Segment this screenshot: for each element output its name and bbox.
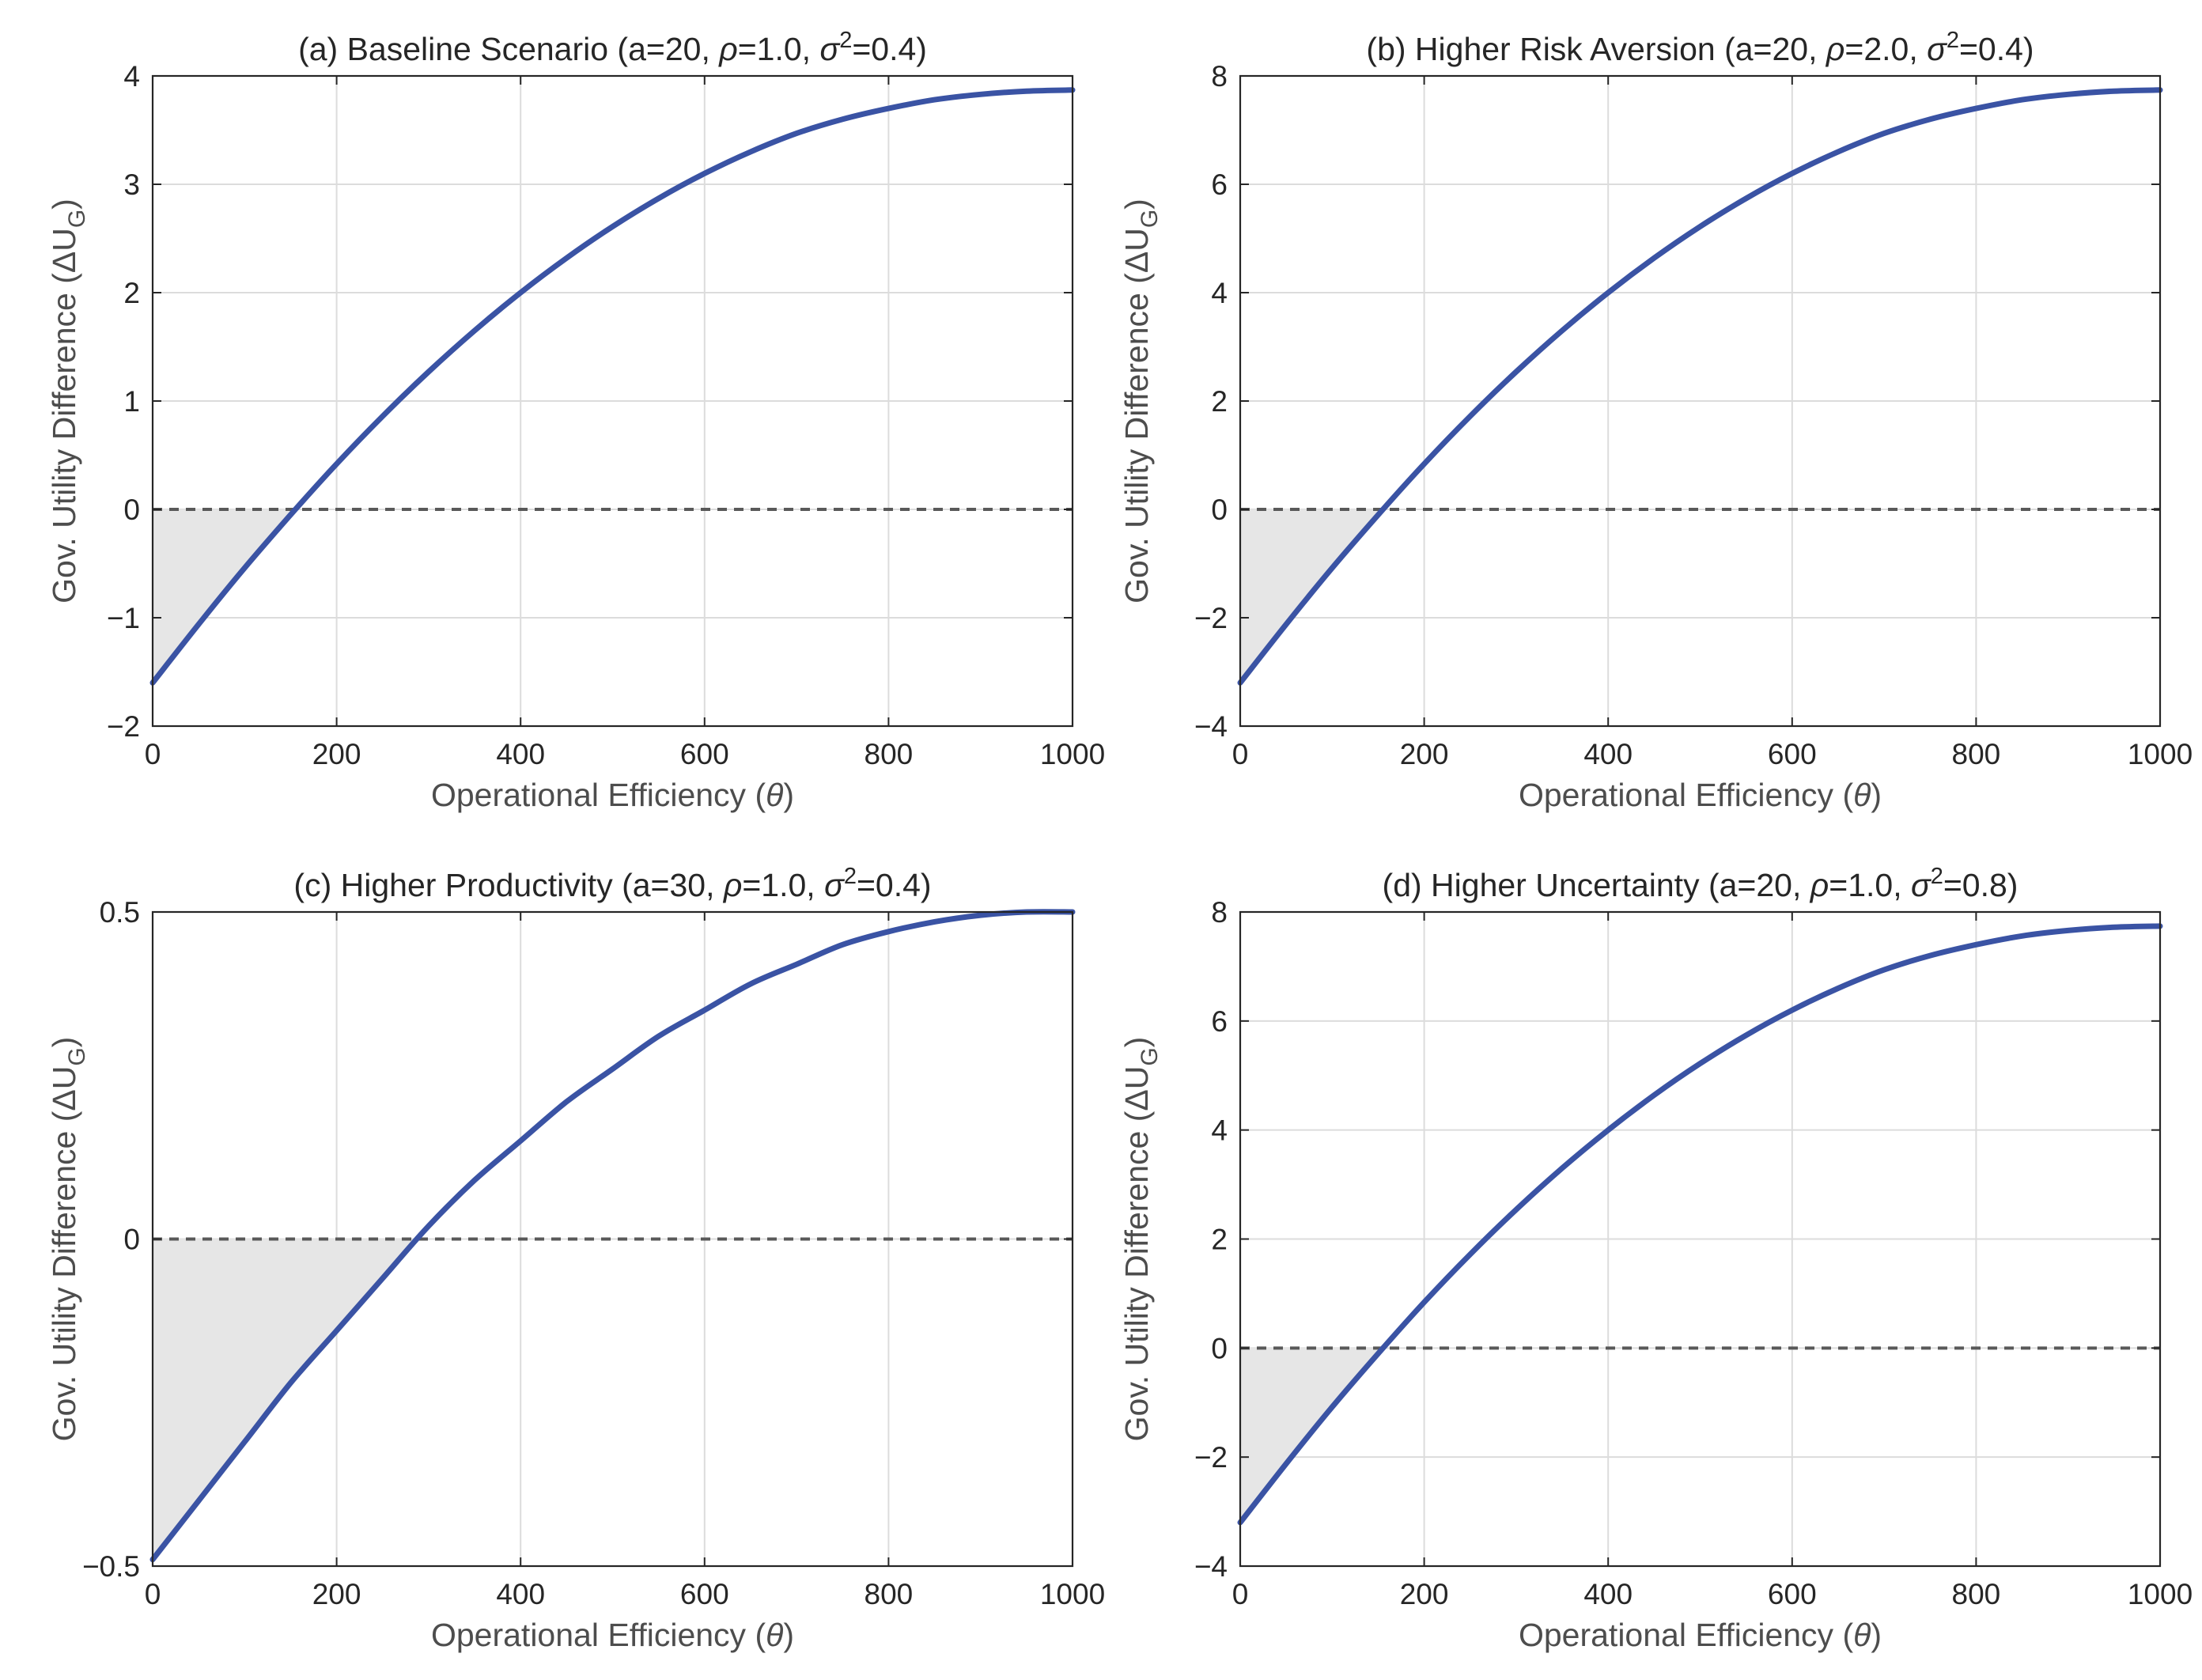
y-tick-label-b: 6 (1211, 168, 1228, 201)
x-tick-label-b: 200 (1400, 738, 1449, 770)
x-tick-label-b: 600 (1768, 738, 1817, 770)
subplot-title-c: (c) Higher Productivity (a=30, ρ=1.0, σ2… (293, 864, 931, 903)
subplot-title-a: (a) Baseline Scenario (a=20, ρ=1.0, σ2=0… (298, 28, 927, 67)
x-tick-label-b: 0 (1232, 738, 1249, 770)
y-tick-label-a: 4 (123, 60, 140, 93)
y-tick-label-d: 0 (1211, 1332, 1228, 1364)
x-axis-label-a: Operational Efficiency (θ) (431, 777, 794, 813)
x-tick-label-b: 800 (1952, 738, 2001, 770)
x-tick-label-a: 400 (496, 738, 545, 770)
x-tick-label-c: 400 (496, 1578, 545, 1610)
y-tick-label-b: 0 (1211, 494, 1228, 526)
x-tick-label-a: 200 (312, 738, 361, 770)
x-tick-label-c: 0 (145, 1578, 161, 1610)
x-tick-label-a: 800 (865, 738, 914, 770)
x-tick-label-c: 600 (680, 1578, 729, 1610)
y-axis-label-b: Gov. Utility Difference (ΔUG) (1118, 199, 1163, 604)
x-tick-label-c: 1000 (1040, 1578, 1105, 1610)
x-tick-label-d: 0 (1232, 1578, 1249, 1610)
negative-region-b (1240, 509, 1402, 683)
y-tick-label-c: 0 (123, 1224, 140, 1256)
y-tick-label-d: 4 (1211, 1114, 1228, 1147)
x-axis-label-c: Operational Efficiency (θ) (431, 1617, 794, 1653)
y-tick-label-a: −2 (107, 710, 140, 743)
negative-region-a (153, 509, 314, 683)
x-tick-label-d: 800 (1952, 1578, 2001, 1610)
x-tick-label-d: 200 (1400, 1578, 1449, 1610)
y-tick-label-d: 6 (1211, 1005, 1228, 1038)
series-line-c (149, 909, 1076, 1563)
x-axis-label-b: Operational Efficiency (θ) (1519, 777, 1882, 813)
y-tick-label-a: 2 (123, 277, 140, 309)
y-tick-label-b: −4 (1194, 710, 1228, 743)
y-tick-label-d: 8 (1211, 896, 1228, 929)
x-tick-label-c: 200 (312, 1578, 361, 1610)
series-line-a (149, 87, 1076, 686)
y-axis-label-d: Gov. Utility Difference (ΔUG) (1118, 1037, 1163, 1442)
subplot-a: 0 200 400 600 800 1000 −2 −1 0 1 2 3 4 (a) Baseline S… (46, 28, 1105, 813)
x-tick-label-d: 400 (1583, 1578, 1633, 1610)
x-tick-label-c: 800 (865, 1578, 914, 1610)
y-tick-label-d: −4 (1194, 1550, 1228, 1583)
y-tick-label-c: 0.5 (100, 896, 140, 929)
y-tick-label-b: 8 (1211, 60, 1228, 93)
subplot-d: 0 200 400 600 800 1000 −4 −2 0 2 4 6 8 (d) Higher Unc… (1118, 864, 2193, 1653)
y-tick-label-c: −0.5 (82, 1550, 140, 1583)
y-tick-label-a: 1 (123, 385, 140, 418)
y-axis-label-a: Gov. Utility Difference (ΔUG) (46, 199, 90, 604)
subplot-title-d: (d) Higher Uncertainty (a=20, ρ=1.0, σ2=… (1383, 864, 2018, 903)
x-tick-label-a: 1000 (1040, 738, 1105, 770)
x-tick-label-d: 600 (1768, 1578, 1817, 1610)
x-tick-label-b: 1000 (2128, 738, 2193, 770)
series-line-b (1237, 87, 2163, 686)
y-tick-label-b: 4 (1211, 277, 1228, 309)
x-tick-label-a: 0 (145, 738, 161, 770)
subplot-b: 0 200 400 600 800 1000 −4 −2 0 2 4 6 8 (b) Higher Ris… (1118, 28, 2193, 813)
negative-region-d (1240, 1347, 1402, 1523)
subplot-title-b: (b) Higher Risk Aversion (a=20, ρ=2.0, σ… (1366, 28, 2034, 67)
x-tick-label-a: 600 (680, 738, 729, 770)
subplot-c: 0 200 400 600 800 1000−0.500.5(c) Higher Prod… (46, 864, 1105, 1653)
y-tick-label-a: −1 (107, 602, 140, 634)
negative-region-c (153, 1239, 415, 1560)
x-axis-label-d: Operational Efficiency (θ) (1519, 1617, 1882, 1653)
y-axis-label-c: Gov. Utility Difference (ΔUG) (46, 1037, 90, 1442)
y-tick-label-d: −2 (1194, 1441, 1228, 1474)
y-tick-label-d: 2 (1211, 1224, 1228, 1256)
y-tick-label-a: 0 (123, 494, 140, 526)
y-tick-label-b: 2 (1211, 385, 1228, 418)
y-tick-label-a: 3 (123, 168, 140, 201)
x-tick-label-b: 400 (1583, 738, 1633, 770)
y-tick-label-b: −2 (1194, 602, 1228, 634)
series-line-d (1237, 923, 2163, 1526)
x-tick-label-d: 1000 (2128, 1578, 2193, 1610)
